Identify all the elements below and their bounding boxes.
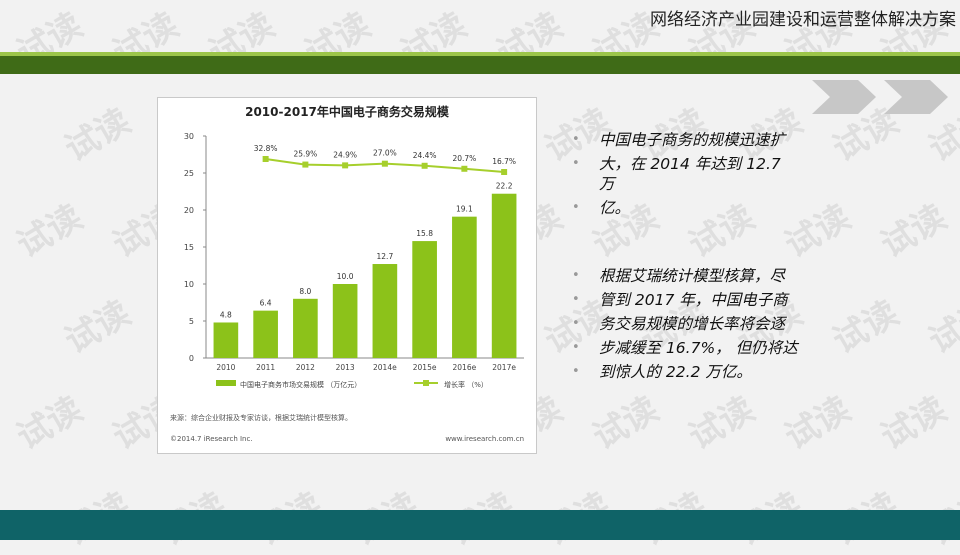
- x-tick-label: 2013: [336, 363, 355, 372]
- y-tick-label: 20: [184, 206, 194, 215]
- x-tick-label: 2014e: [373, 363, 397, 372]
- watermark-text: 试读: [874, 197, 954, 266]
- summary-item: 管到 2017 年，中国电子商: [570, 290, 800, 310]
- legend-line-marker: [423, 380, 429, 386]
- growth-value-label: 24.9%: [333, 150, 357, 159]
- y-tick-label: 30: [184, 132, 194, 141]
- y-tick-label: 10: [184, 280, 194, 289]
- footer-bar: [0, 510, 960, 540]
- bar: [491, 193, 517, 358]
- bar-value-label: 15.8: [416, 229, 433, 238]
- watermark-text: 试读: [586, 389, 666, 458]
- bar: [412, 241, 437, 358]
- growth-value-label: 24.4%: [413, 151, 437, 160]
- x-tick-label: 2012: [296, 363, 315, 372]
- chart-copyright: ©2014.7 iResearch Inc.: [170, 435, 253, 443]
- x-tick-label: 2011: [256, 363, 275, 372]
- growth-point: [302, 161, 309, 168]
- chevron-arrows-icon: [812, 80, 948, 114]
- y-tick-label: 0: [189, 354, 194, 363]
- growth-point: [262, 156, 269, 162]
- bar-value-label: 22.2: [496, 182, 513, 191]
- x-tick-label: 2016e: [453, 363, 477, 372]
- x-tick-label: 2017e: [492, 363, 516, 372]
- bar: [213, 322, 239, 358]
- growth-value-label: 20.7%: [452, 154, 476, 163]
- bar: [332, 284, 358, 358]
- summary-list: 中国电子商务的规模迅速扩 大，在 2014 年达到 12.7 万 亿。 根据艾瑞…: [570, 130, 800, 386]
- watermark-text: 试读: [58, 101, 138, 170]
- legend-bar-swatch: [216, 380, 236, 386]
- chart-source-note: 来源：综合企业财报及专家访谈，根据艾瑞统计模型核算。: [170, 413, 352, 422]
- chart-figure: 2010-2017年中国电子商务交易规模 0 5 10 15 20 25 30 2010 201…: [157, 97, 537, 454]
- growth-value-label: 16.7%: [492, 157, 516, 166]
- legend-bar-label: 中国电子商务市场交易规模 （万亿元）: [240, 380, 361, 389]
- x-tick-label: 2015e: [413, 363, 437, 372]
- growth-value-label: 32.8%: [254, 144, 278, 153]
- chart-website: www.iresearch.com.cn: [445, 435, 524, 443]
- watermark-text: 试读: [10, 389, 90, 458]
- bar: [452, 216, 477, 358]
- growth-point: [461, 165, 468, 172]
- growth-value-label: 25.9%: [293, 150, 317, 159]
- growth-point: [342, 162, 349, 169]
- watermark-text: 试读: [682, 389, 762, 458]
- bar-value-label: 8.0: [299, 287, 311, 296]
- bar-value-label: 10.0: [337, 272, 354, 281]
- summary-item: 步减缓至 16.7%， 但仍将达: [570, 338, 800, 358]
- summary-item: 务交易规模的增长率将会逐: [570, 314, 800, 334]
- bar-value-label: 6.4: [260, 299, 272, 308]
- growth-point: [381, 160, 388, 167]
- watermark-text: 试读: [922, 293, 960, 362]
- watermark-text: 试读: [10, 197, 90, 266]
- bar: [293, 298, 318, 358]
- chart: 2010-2017年中国电子商务交易规模 0 5 10 15 20 25 30 2010 201…: [170, 104, 524, 443]
- summary-item: 中国电子商务的规模迅速扩: [570, 130, 800, 150]
- watermark-text: 试读: [826, 293, 906, 362]
- summary-item: 根据艾瑞统计模型核算，尽: [570, 266, 800, 286]
- growth-value-label: 27.0%: [373, 149, 397, 158]
- watermark-text: 试读: [778, 389, 858, 458]
- watermark-text: 试读: [874, 389, 954, 458]
- bar: [253, 310, 278, 358]
- y-tick-label: 5: [189, 317, 194, 326]
- bar-value-label: 4.8: [220, 310, 232, 319]
- chart-title: 2010-2017年中国电子商务交易规模: [245, 104, 450, 119]
- growth-point: [421, 162, 428, 169]
- y-tick-label: 15: [184, 243, 194, 252]
- x-tick-label: 2010: [216, 363, 235, 372]
- summary-item: 亿。: [570, 198, 800, 218]
- deck-title: 网络经济产业园建设和运营整体解决方案: [650, 10, 956, 30]
- bar-value-label: 19.1: [456, 205, 473, 214]
- watermark-text: 试读: [58, 293, 138, 362]
- y-tick-label: 25: [184, 169, 194, 178]
- legend-line-label: 增长率 （%）: [444, 380, 488, 389]
- header-band-light: [0, 52, 960, 56]
- growth-point: [501, 169, 508, 175]
- bar: [372, 264, 398, 358]
- summary-item: 到惊人的 22.2 万亿。: [570, 362, 800, 382]
- header-band-dark: [0, 56, 960, 74]
- summary-item: 大，在 2014 年达到 12.7 万: [570, 154, 800, 194]
- bar-value-label: 12.7: [377, 252, 394, 261]
